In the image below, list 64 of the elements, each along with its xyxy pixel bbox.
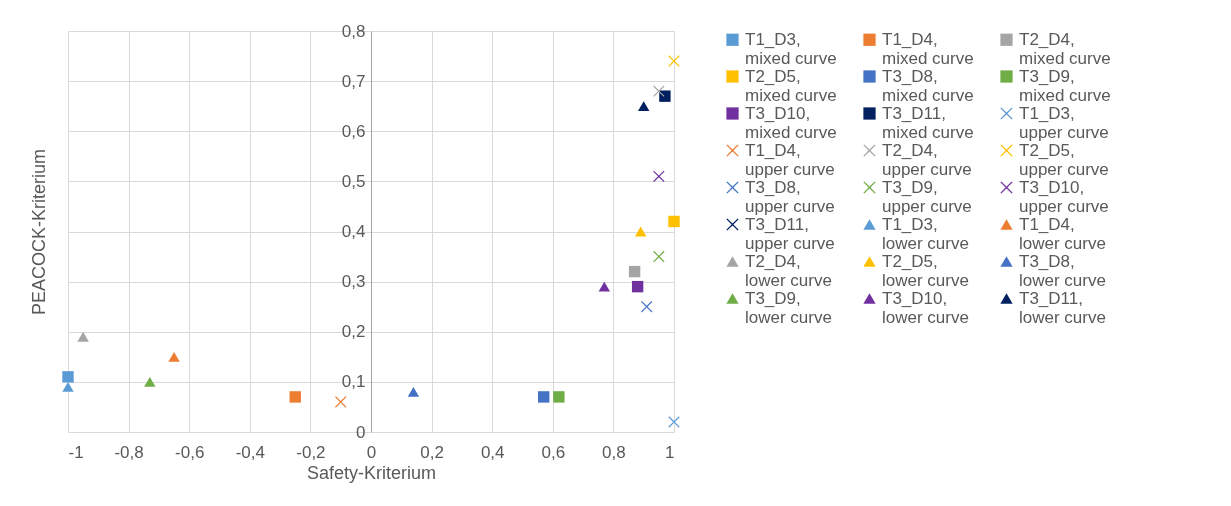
legend-label: T2_D5, lower curve — [882, 251, 969, 290]
point — [335, 396, 347, 408]
x-tick-label: -1 — [68, 442, 84, 462]
x-tick-label: 1 — [665, 442, 675, 462]
x-tick-label: -0,8 — [114, 442, 144, 462]
y-tick-label: 0,6 — [341, 121, 366, 141]
legend-label: T3_D8, lower curve — [1019, 251, 1106, 290]
legend-label: T1_D4, lower curve — [1019, 214, 1106, 253]
legend-label: T3_D10, mixed curve — [745, 103, 837, 142]
point — [598, 281, 611, 292]
point — [62, 371, 74, 383]
legend-label: T3_D9, lower curve — [745, 288, 832, 327]
point — [634, 226, 647, 237]
legend-label: T3_D9, upper curve — [882, 177, 972, 216]
point — [407, 386, 420, 397]
point — [631, 280, 644, 293]
point — [668, 215, 680, 228]
y-tick-label: 0,8 — [341, 21, 366, 41]
legend-label: T2_D4, mixed curve — [1019, 29, 1111, 68]
point — [653, 250, 665, 263]
legend-label: T1_D3, mixed curve — [745, 29, 837, 68]
legend-label: T2_D5, upper curve — [1019, 140, 1109, 179]
x-tick-label: 0,8 — [602, 442, 626, 462]
y-tick-label: 0,5 — [341, 171, 366, 191]
point — [638, 101, 650, 112]
point — [653, 170, 665, 183]
legend-label: T1_D3, lower curve — [882, 214, 969, 253]
y-tick-label: 0,7 — [341, 71, 366, 91]
legend-label: T2_D5, mixed curve — [745, 66, 837, 105]
y-tick-label: 0 — [356, 422, 366, 442]
legend-label: T3_D9, mixed curve — [1019, 66, 1111, 105]
legend-label: T2_D4, lower curve — [745, 251, 832, 290]
point — [77, 331, 89, 342]
legend-label: T3_D8, mixed curve — [882, 66, 974, 105]
legend-label: T3_D11, lower curve — [1019, 288, 1106, 327]
legend-label: T1_D4, mixed curve — [882, 29, 974, 68]
point — [553, 391, 565, 403]
x-tick-label: 0,6 — [541, 442, 566, 462]
x-tick-label: 0,4 — [480, 442, 505, 462]
point — [628, 265, 641, 278]
point — [62, 381, 74, 392]
y-tick-label: 0,3 — [341, 272, 366, 292]
y-axis-title: PEACOCK-Kriterium — [28, 148, 49, 316]
legend-label: T1_D3, upper curve — [1019, 103, 1109, 142]
legend-label: T3_D11, upper curve — [745, 214, 835, 253]
x-tick-label: 0,2 — [420, 442, 444, 462]
point — [144, 376, 156, 387]
x-tick-label: -0,2 — [296, 442, 326, 462]
y-tick-label: 0,1 — [341, 372, 366, 392]
x-tick-label: -0,6 — [175, 442, 205, 462]
x-tick-label: -0,4 — [235, 442, 265, 462]
x-axis-title: Safety-Kriterium — [306, 462, 437, 483]
point — [289, 391, 301, 403]
point — [538, 391, 550, 403]
y-tick-label: 0,2 — [341, 322, 366, 342]
y-tick-label: 0,4 — [341, 222, 366, 241]
legend-label: T3_D8, upper curve — [745, 177, 835, 216]
point — [659, 90, 671, 102]
legend-label: T3_D10, lower curve — [882, 288, 969, 327]
legend-label: T3_D11, mixed curve — [882, 103, 974, 142]
legend-label: T1_D4, upper curve — [745, 140, 835, 179]
legend-label: T3_D10, upper curve — [1019, 177, 1109, 216]
point — [168, 351, 180, 362]
legend-label: T2_D4, upper curve — [882, 140, 972, 179]
